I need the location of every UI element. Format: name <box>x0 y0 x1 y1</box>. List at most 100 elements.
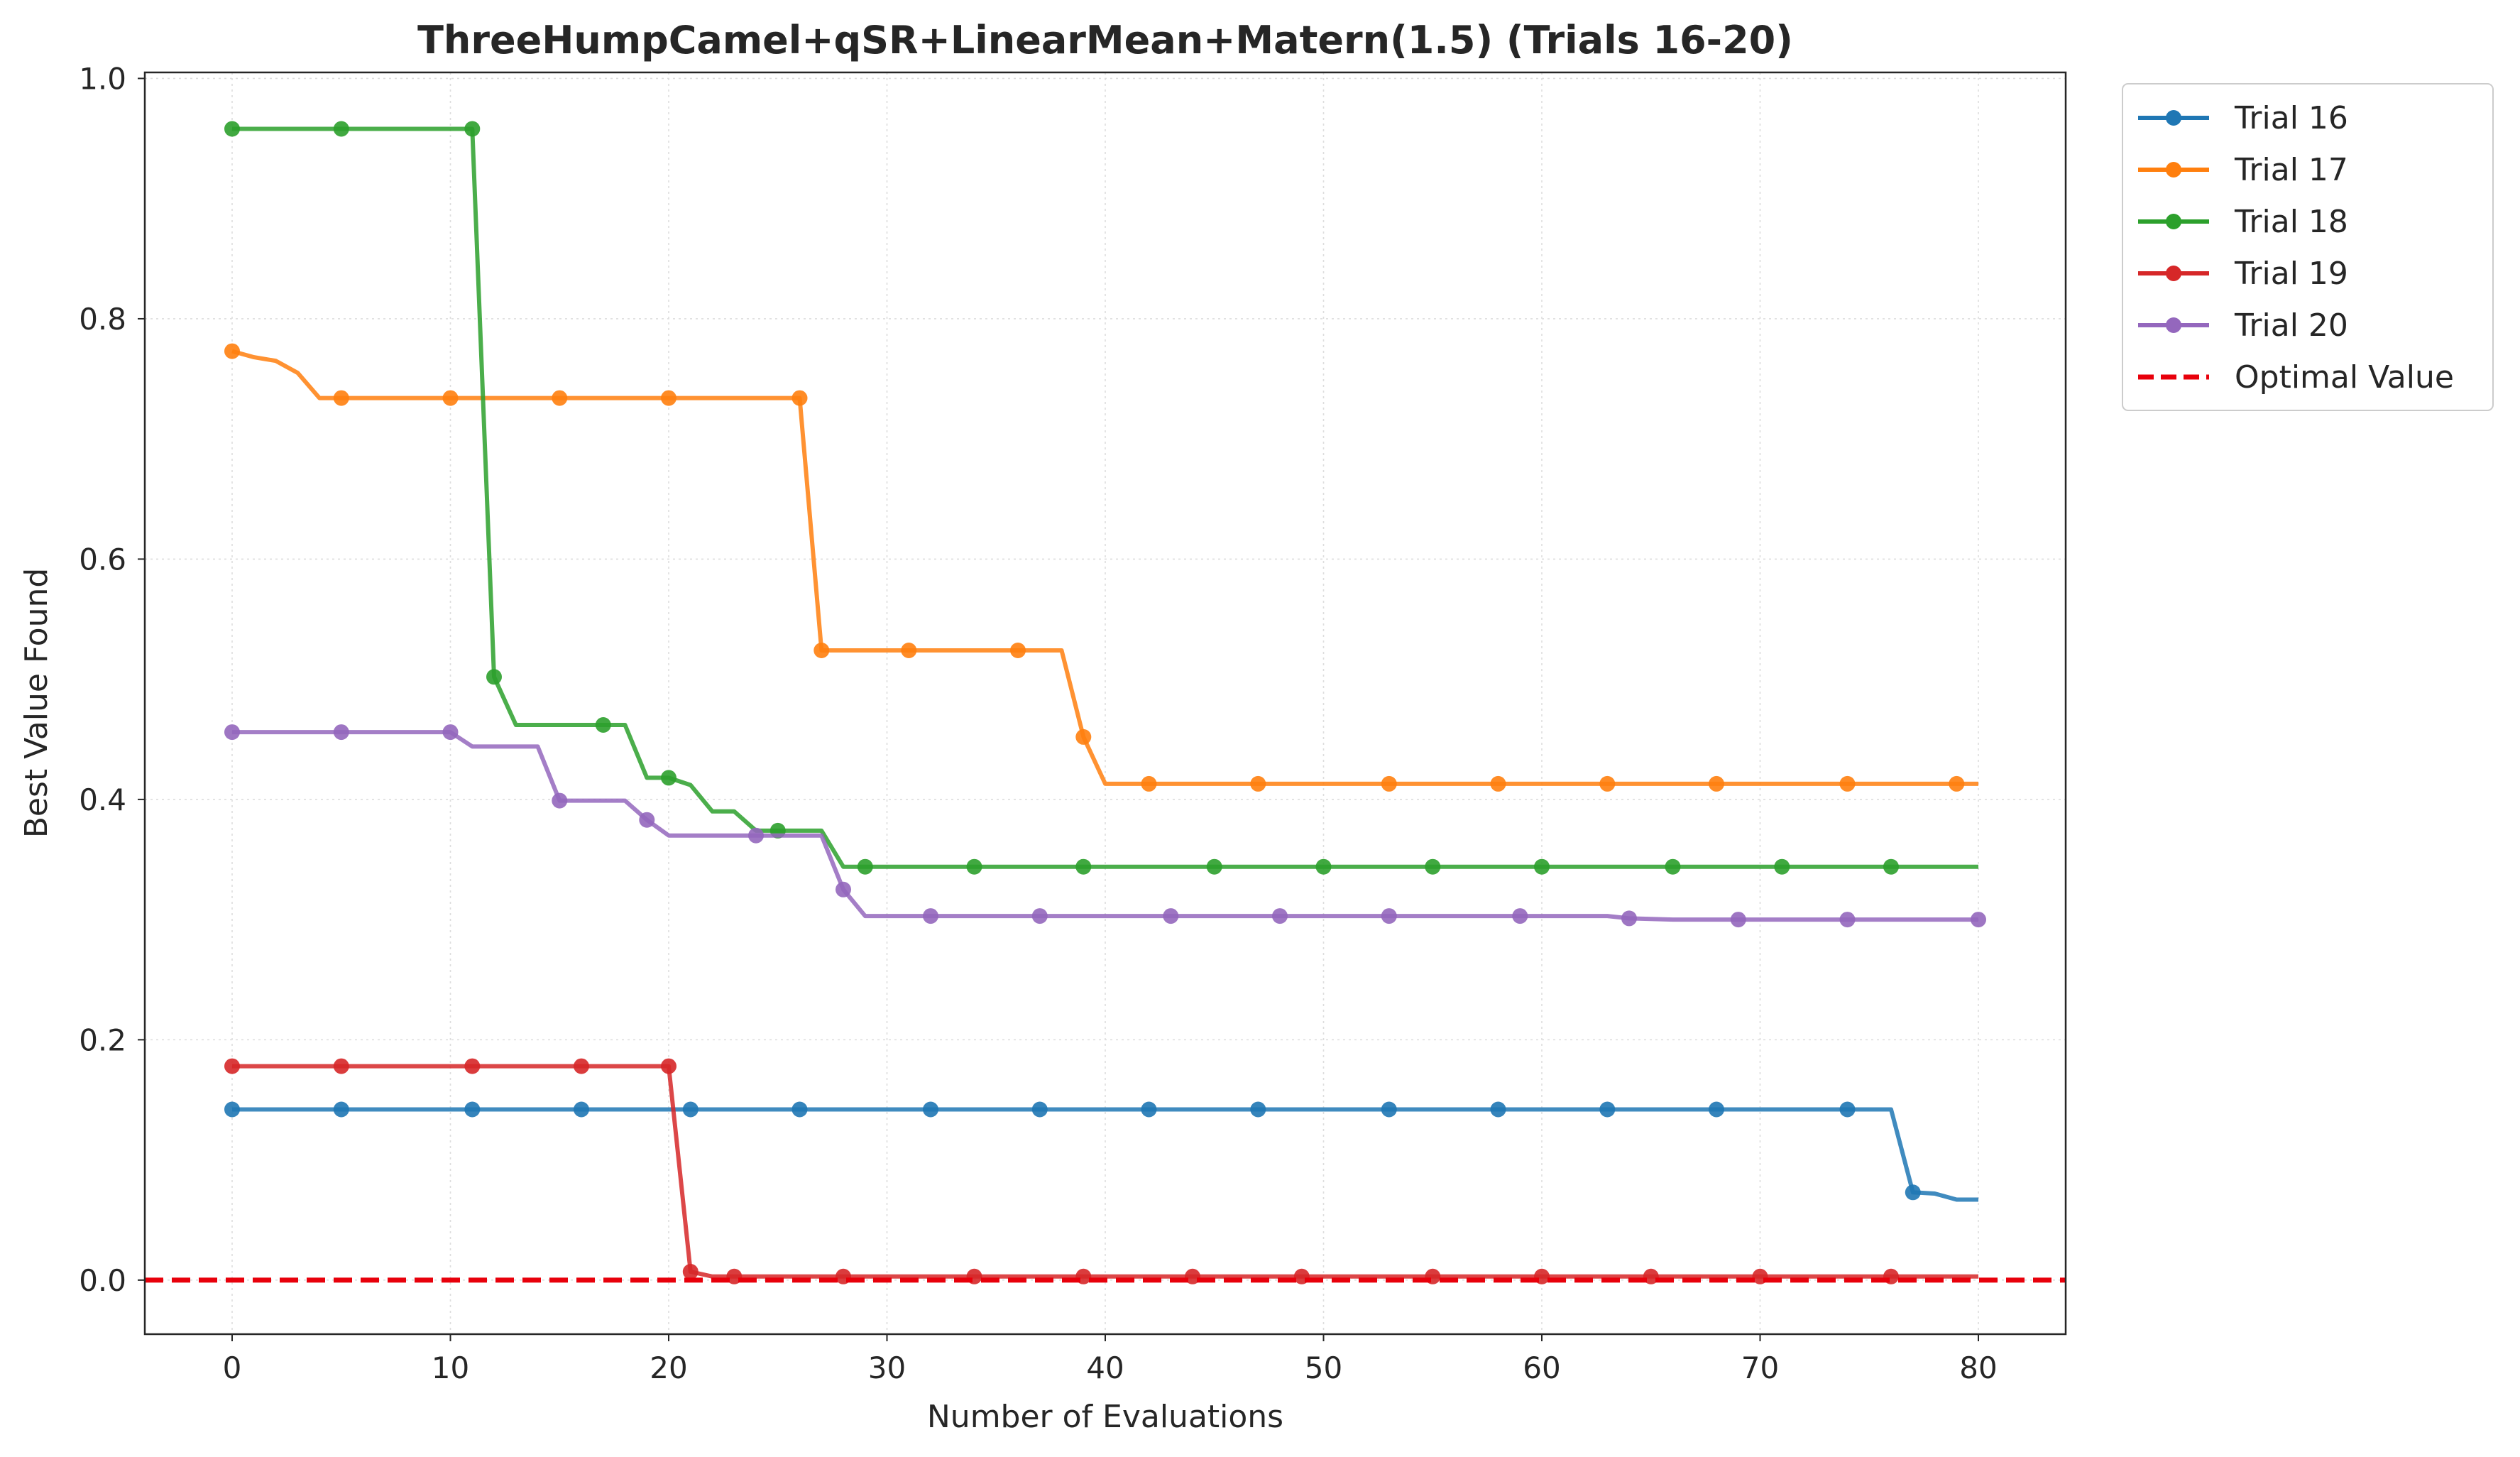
series-trial-20 <box>224 724 1986 928</box>
series-line <box>232 126 1978 869</box>
data-point <box>1075 728 1092 745</box>
legend-label: Trial 18 <box>2234 204 2348 240</box>
data-point <box>791 1101 808 1118</box>
data-point <box>333 390 349 406</box>
data-point <box>1381 908 1397 924</box>
data-point <box>1774 858 1790 875</box>
data-point <box>1163 908 1179 924</box>
x-tick-label: 20 <box>650 1350 687 1385</box>
legend: Trial 16 Trial 17 Trial 18 Trial 19 Trial 20… <box>2122 83 2494 411</box>
y-tick-label: 0.2 <box>79 1022 126 1057</box>
data-point <box>1839 775 1856 792</box>
data-point <box>661 1058 676 1074</box>
data-point <box>1425 858 1441 875</box>
data-point <box>639 812 655 828</box>
data-point <box>923 1101 938 1118</box>
legend-label: Trial 20 <box>2234 307 2348 344</box>
data-point <box>1381 775 1397 792</box>
data-point <box>1250 1101 1266 1118</box>
data-point <box>224 1101 240 1118</box>
y-tick-label: 0.0 <box>79 1263 126 1298</box>
grid <box>145 72 2066 1334</box>
data-point <box>574 1058 589 1074</box>
x-tick-label: 80 <box>1959 1350 1997 1385</box>
data-point <box>1315 858 1332 875</box>
series-line <box>232 1064 1978 1279</box>
series-trial-16 <box>224 1101 1978 1202</box>
data-point <box>224 343 240 359</box>
data-point <box>1534 858 1550 875</box>
legend-label: Trial 19 <box>2234 256 2348 292</box>
data-point <box>682 1264 699 1279</box>
data-point <box>1643 1268 1659 1284</box>
data-point <box>595 717 611 733</box>
data-point <box>1075 858 1092 875</box>
y-tick-label: 0.4 <box>79 782 126 817</box>
x-axis-label: Number of Evaluations <box>927 1399 1283 1435</box>
data-point <box>791 390 808 406</box>
data-point <box>748 827 764 844</box>
data-point <box>224 1058 240 1074</box>
data-point <box>1621 910 1637 927</box>
data-point <box>1141 775 1157 792</box>
data-point <box>1665 858 1681 875</box>
data-point <box>966 858 982 875</box>
data-point <box>333 121 349 137</box>
data-point <box>464 121 481 137</box>
data-point <box>1185 1268 1200 1284</box>
legend-entry: Trial 17 <box>2138 152 2348 188</box>
x-tick-label: 10 <box>432 1350 469 1385</box>
data-point <box>661 770 676 786</box>
data-point <box>552 792 568 809</box>
data-point <box>1031 908 1048 924</box>
series-trial-18 <box>224 121 1978 875</box>
x-tick-label: 40 <box>1086 1350 1124 1385</box>
data-point <box>1971 912 1986 928</box>
data-point <box>333 1058 349 1074</box>
x-tick-label: 50 <box>1305 1350 1342 1385</box>
data-point <box>726 1268 743 1284</box>
data-point <box>1730 912 1746 928</box>
x-tick-label: 70 <box>1741 1350 1779 1385</box>
data-point <box>1272 908 1288 924</box>
data-point <box>1490 1101 1506 1118</box>
legend-entry: Trial 16 <box>2138 100 2348 136</box>
data-point <box>464 1101 481 1118</box>
data-point <box>224 724 240 741</box>
legend-marker <box>2166 162 2181 178</box>
data-point <box>1905 1184 1921 1201</box>
x-tick-label: 0 <box>223 1350 242 1385</box>
data-point <box>1381 1101 1397 1118</box>
legend-marker <box>2166 317 2181 333</box>
data-point <box>1949 775 1965 792</box>
legend-entry: Trial 19 <box>2138 256 2348 292</box>
data-point <box>923 908 938 924</box>
x-tick-label: 60 <box>1523 1350 1560 1385</box>
legend-marker <box>2166 214 2181 229</box>
data-point <box>333 1101 349 1118</box>
axis-ticks: 0 10 20 30 40 50 60 70 80 0.0 0.2 0.4 0.6 0.8 1.0 <box>79 61 1998 1385</box>
data-point <box>1031 1101 1048 1118</box>
data-point <box>464 1058 481 1074</box>
data-point <box>836 881 851 897</box>
data-point <box>1250 775 1266 792</box>
legend-entry: Trial 18 <box>2138 204 2348 240</box>
data-point <box>333 724 349 741</box>
legend-label: Trial 17 <box>2234 152 2348 188</box>
legend-marker <box>2166 266 2181 281</box>
data-point <box>574 1101 589 1118</box>
data-point <box>486 669 502 685</box>
data-point <box>1883 858 1899 875</box>
plot-area <box>145 121 2066 1284</box>
data-point <box>1010 643 1026 658</box>
legend-frame <box>2122 83 2494 411</box>
legend-label: Trial 16 <box>2234 100 2348 136</box>
data-point <box>1839 912 1856 928</box>
data-point <box>813 643 830 658</box>
data-point <box>442 390 459 406</box>
data-point <box>1490 775 1506 792</box>
data-point <box>1141 1101 1157 1118</box>
data-point <box>1839 1101 1856 1118</box>
x-tick-label: 30 <box>868 1350 906 1385</box>
